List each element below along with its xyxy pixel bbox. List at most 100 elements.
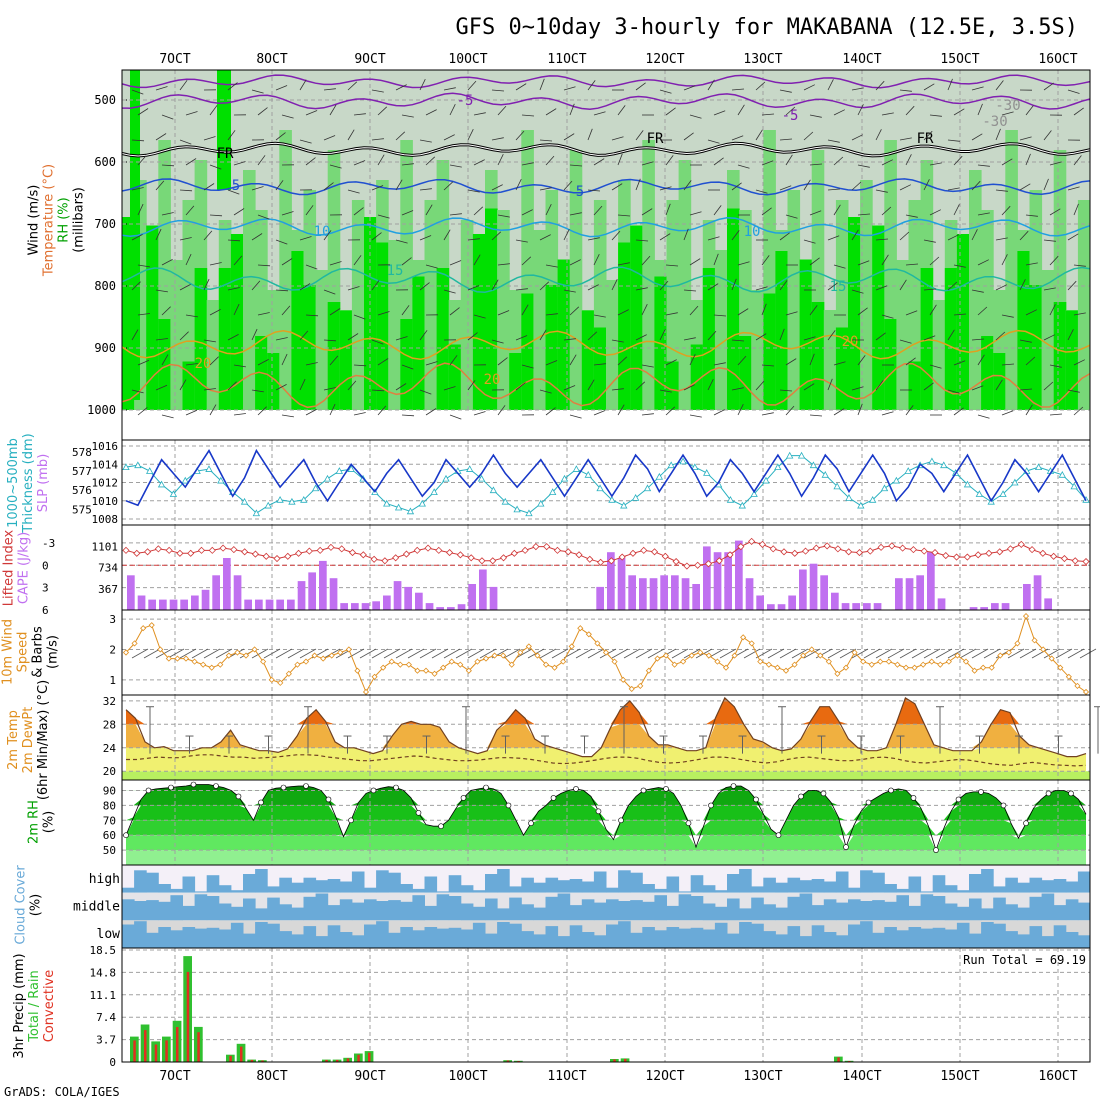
rh-marker <box>911 795 916 800</box>
panel-ylabel: 2m Temp <box>6 710 21 770</box>
cape-bar <box>138 596 146 611</box>
pressure-tick-label: 800 <box>94 279 116 293</box>
cloud-cover-block <box>485 874 498 893</box>
panel-ylabel: (%) <box>29 894 44 917</box>
rh-high-column <box>1054 302 1067 410</box>
pressure-tick-label: 500 <box>94 93 116 107</box>
rh-marker <box>799 794 804 799</box>
cloud-cover-block <box>691 928 704 948</box>
rh-marker <box>214 784 219 789</box>
cloud-cover-block <box>1005 878 1018 893</box>
cloud-cover-block <box>582 899 595 920</box>
cloud-cover-block <box>425 906 438 920</box>
cloud-cover-block <box>437 929 450 948</box>
cape-bar <box>180 600 188 610</box>
cloud-cover-block <box>461 930 474 949</box>
cloud-cover-block <box>812 879 825 893</box>
cape-bar <box>383 596 391 611</box>
top-date-label: 8OCT <box>256 52 287 67</box>
rh-tick-label: 60 <box>103 829 116 842</box>
rh-marker <box>934 848 939 853</box>
cloud-cover-block <box>533 908 546 921</box>
cloud-cover-block <box>461 904 474 921</box>
cloud-cover-block <box>1030 897 1043 921</box>
cloud-cover-block <box>715 907 728 921</box>
cloud-cover-block <box>279 931 292 948</box>
cloud-cover-block <box>618 921 631 948</box>
cloud-cover-block <box>763 904 776 920</box>
cloud-cover-block <box>352 903 365 921</box>
rh-marker <box>686 821 691 826</box>
cloud-cover-block <box>727 899 740 921</box>
cape-bar <box>767 604 775 610</box>
cape-bar <box>831 593 839 610</box>
cloud-cover-block <box>654 895 667 920</box>
cloud-cover-block <box>352 935 365 948</box>
rh-mid-column <box>788 190 801 410</box>
cloud-cover-block <box>146 873 159 893</box>
cloud-cover-block <box>606 888 619 893</box>
cape-bar <box>810 564 818 610</box>
cloud-cover-block <box>957 923 970 948</box>
cloud-cover-block <box>824 932 837 948</box>
cloud-cover-block <box>449 928 462 948</box>
cloud-cover-block <box>207 928 220 948</box>
cloud-cover-block <box>848 899 861 920</box>
top-date-label: 12OCT <box>645 52 684 67</box>
panel-ylabel: RH (%) <box>57 197 72 242</box>
cloud-cover-block <box>146 900 159 920</box>
contour-label: 20 <box>484 372 501 388</box>
cloud-cover-block <box>993 886 1006 892</box>
cloud-cover-block <box>751 924 764 948</box>
cloud-cover-block <box>134 921 147 948</box>
cloud-cover-block <box>243 934 256 948</box>
cloud-cover-block <box>642 927 655 948</box>
cloud-cover-block <box>763 931 776 948</box>
panel-ylabel: Total / Rain <box>27 970 42 1043</box>
rh-marker <box>191 782 196 787</box>
cloud-cover-block <box>836 872 849 893</box>
rh-marker <box>664 786 669 791</box>
panel-ylabel: SLP (mb) <box>36 454 51 513</box>
panel-ylabel: Convective <box>42 970 57 1043</box>
rh-tick-label: 70 <box>103 814 116 827</box>
cloud-cover-block <box>606 899 619 920</box>
cloud-cover-block <box>739 908 752 920</box>
cloud-cover-block <box>872 873 885 893</box>
thickness-tick-label: 578 <box>72 446 92 459</box>
cloud-level-label: high <box>89 872 120 887</box>
cloud-cover-block <box>800 894 813 921</box>
cloud-cover-block <box>957 907 970 921</box>
cloud-cover-block <box>727 874 740 893</box>
cloud-cover-block <box>509 898 522 921</box>
rh-marker <box>1046 791 1051 796</box>
rh-mid-column <box>425 200 438 410</box>
rh-marker <box>281 785 286 790</box>
cloud-cover-block <box>1042 936 1055 948</box>
panel-ylabel: (6hr Min/Max) (°C) <box>36 680 51 800</box>
panel-ylabel: & Barbs <box>31 626 46 678</box>
precip-convective-bar <box>187 972 190 1062</box>
cloud-cover-block <box>751 886 764 892</box>
top-date-label: 13OCT <box>743 52 782 67</box>
slp-tick-label: 1008 <box>92 513 119 526</box>
cloud-cover-block <box>630 933 643 948</box>
cloud-cover-block <box>388 873 401 893</box>
panel-ylabel: 3hr Precip (mm) <box>12 953 27 1058</box>
cape-bar <box>778 604 786 610</box>
cloud-cover-block <box>546 897 559 921</box>
precip-tick-label: 7.4 <box>96 1011 116 1024</box>
cloud-cover-block <box>836 903 849 921</box>
cape-bar <box>319 561 327 610</box>
rh-marker <box>146 788 151 793</box>
precip-tick-label: 11.1 <box>90 989 117 1002</box>
rh-mid-column <box>279 130 292 410</box>
panel-ylabel: Thickness (dm) <box>21 433 36 533</box>
top-date-label: 7OCT <box>159 52 190 67</box>
rh-marker <box>754 797 759 802</box>
cape-bar <box>1034 575 1042 610</box>
contour-label: 5 <box>576 184 584 200</box>
rh-marker <box>461 795 466 800</box>
cloud-cover-block <box>848 888 861 893</box>
